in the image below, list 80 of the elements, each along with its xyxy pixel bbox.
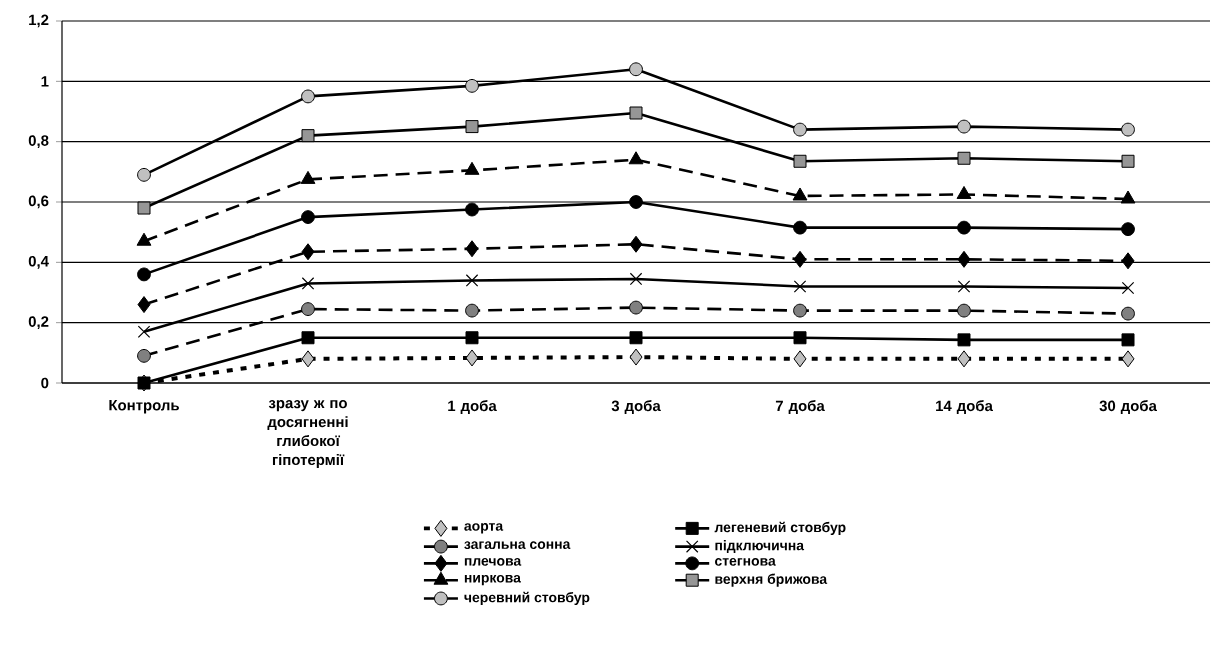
y-tick-label: 0: [41, 377, 49, 389]
point: [301, 277, 315, 290]
x-tick-label: 3 доба: [611, 400, 661, 414]
point: [793, 303, 807, 318]
point: [793, 350, 807, 368]
point: [301, 302, 315, 316]
point: [1121, 281, 1135, 295]
point: [137, 296, 151, 314]
point: [1121, 222, 1135, 237]
legend-label: стегнова: [715, 558, 776, 566]
point: [793, 280, 807, 293]
legend-label: підключична: [715, 540, 805, 553]
point: [137, 201, 151, 215]
point: [1121, 252, 1135, 270]
point: [629, 106, 643, 120]
y-tick-label: 0,8: [28, 135, 49, 149]
point: [137, 325, 151, 338]
point: [301, 89, 315, 104]
point: [301, 129, 315, 143]
point: [465, 78, 479, 93]
point: [301, 350, 315, 368]
point: [793, 220, 807, 235]
point: [957, 220, 971, 235]
point: [465, 303, 479, 318]
point: [792, 187, 808, 201]
y-tick-label: 0,2: [28, 316, 49, 330]
point: [629, 272, 643, 286]
point: [1121, 154, 1135, 168]
x-tick-label: 1 доба: [448, 400, 497, 414]
point: [1121, 122, 1135, 137]
point: [957, 333, 971, 347]
point: [957, 250, 971, 268]
point: [629, 331, 643, 345]
point: [465, 274, 479, 287]
point: [629, 235, 643, 253]
point: [465, 240, 479, 258]
y-tick-label: 0,4: [28, 255, 49, 269]
legend-label: черевний стовбур: [464, 591, 590, 606]
point: [957, 303, 971, 318]
legend-label: легеневий стовбур: [714, 521, 846, 535]
point: [1120, 190, 1136, 204]
point: [137, 267, 151, 282]
y-tick-label: 1,2: [29, 14, 49, 28]
point: [793, 154, 807, 168]
point: [465, 120, 479, 134]
point: [465, 349, 479, 367]
point: [137, 348, 151, 363]
point: [957, 119, 971, 134]
y-tick-label: 0,6: [28, 195, 49, 209]
point: [629, 62, 643, 77]
legend-label: загальна сонна: [464, 541, 571, 549]
point: [137, 167, 151, 182]
point: [793, 331, 807, 345]
x-tick-label: 30 доба: [1099, 400, 1157, 414]
point: [1121, 333, 1135, 347]
y-tick-label: 1: [41, 76, 49, 87]
point: [957, 350, 971, 368]
legend-label: плечова: [464, 558, 522, 566]
x-tick-label: Контроль: [109, 400, 179, 414]
point: [301, 210, 315, 224]
point: [957, 151, 971, 165]
point: [793, 250, 807, 268]
point: [465, 202, 479, 217]
point: [629, 195, 643, 209]
x-tick-label: 7 доба: [775, 400, 825, 414]
point: [301, 243, 315, 261]
point: [629, 348, 643, 366]
x-tick-label: 14 доба: [936, 400, 993, 414]
point: [465, 331, 479, 345]
point: [629, 300, 643, 315]
point: [301, 331, 315, 345]
point: [793, 122, 807, 137]
point: [1121, 306, 1135, 321]
point: [1121, 350, 1135, 368]
point: [628, 151, 644, 165]
legend-label: верхня брижова: [715, 573, 828, 587]
legend-label: аорта: [464, 523, 504, 534]
x-tick-label: зразу ж по досягненні глибокої гіпотермії: [267, 400, 348, 468]
point: [957, 280, 971, 293]
legend-label: ниркова: [464, 574, 521, 586]
